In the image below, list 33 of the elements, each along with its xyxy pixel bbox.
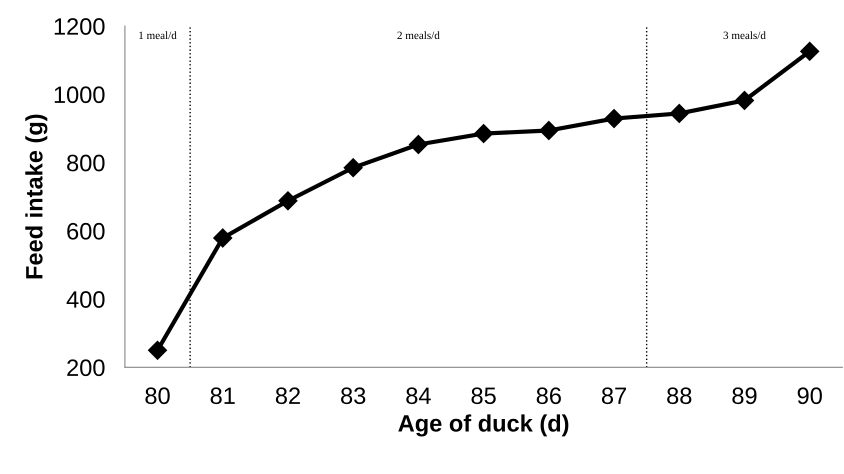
x-tick-label: 90 (798, 387, 822, 404)
y-tick-label: 400 (66, 291, 105, 308)
point (670, 104, 689, 123)
y-tick-label: 600 (67, 222, 105, 240)
annotation: 1 meal/d (139, 31, 177, 40)
x-tick-label: 85 (472, 387, 496, 404)
x-tick-label: 80 (145, 387, 170, 404)
x-tick-label: 83 (341, 387, 366, 404)
point (213, 228, 232, 248)
y-tick-label: 1200 (54, 18, 105, 35)
y-tick-label: 200 (67, 359, 105, 376)
point (474, 124, 494, 144)
point (604, 109, 624, 128)
x-tick-label: 82 (276, 387, 300, 404)
point (734, 90, 754, 110)
point (539, 120, 558, 140)
point (278, 191, 298, 210)
x-tick-label: 81 (210, 387, 235, 404)
y-axis-title: Feed intake (g) (25, 114, 48, 278)
point (408, 134, 428, 154)
x-tick-label: 89 (732, 387, 756, 404)
x-axis-title: Age of duck (d) (398, 414, 568, 436)
point (344, 158, 363, 178)
x-tick-label: 88 (667, 387, 692, 404)
point (148, 340, 168, 360)
point (800, 42, 820, 61)
y-tick-label: 1000 (54, 86, 105, 104)
annotation: 2 meals/d (397, 31, 440, 40)
y-tick-label: 800 (67, 154, 105, 172)
x-tick-label: 84 (406, 387, 431, 404)
x-tick-label: 87 (602, 387, 626, 404)
x-tick-label: 86 (536, 387, 561, 404)
annotation: 3 meals/d (724, 31, 766, 40)
